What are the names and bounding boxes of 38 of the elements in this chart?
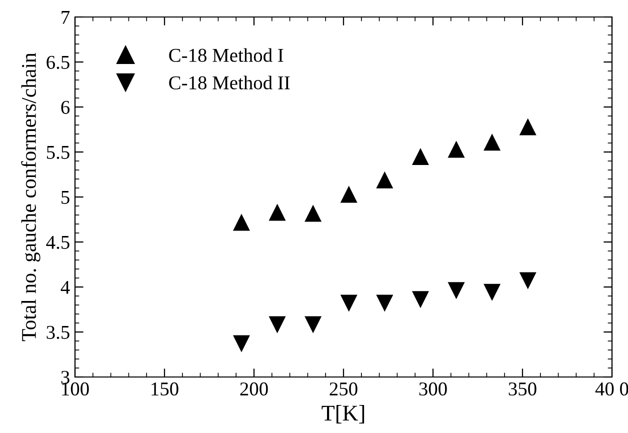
y-tick-label: 3 <box>61 370 70 384</box>
point <box>448 140 465 158</box>
point <box>519 272 536 290</box>
point <box>232 335 250 352</box>
x-tick-label: 300 <box>419 382 447 396</box>
point <box>448 282 465 300</box>
y-tick-label: 6 <box>61 100 70 114</box>
point <box>304 316 322 334</box>
point <box>484 134 501 151</box>
y-tick-label: 6.5 <box>46 56 70 70</box>
point <box>268 204 286 221</box>
y-tick-label: 7 <box>62 11 70 24</box>
y-axis-title: Total no. gauche conformers/chain <box>21 52 40 342</box>
x-tick-label: 40 0 <box>595 382 628 396</box>
point <box>412 148 429 166</box>
x-tick-label: 250 <box>330 382 358 396</box>
x-tick-label: 100 <box>62 382 89 396</box>
y-tick-label: 5 <box>62 191 70 204</box>
y-tick-label: 4.5 <box>46 236 70 250</box>
point <box>340 186 358 203</box>
legend-label: C-18 Method I <box>169 48 284 62</box>
point <box>376 294 394 312</box>
y-tick-label: 5.5 <box>46 146 70 160</box>
point <box>304 204 322 222</box>
point <box>519 118 536 136</box>
legend-label: C-18 Method II <box>169 76 290 90</box>
point <box>340 294 358 312</box>
x-tick-label: 200 <box>240 382 268 396</box>
point <box>484 284 501 301</box>
point <box>232 214 250 231</box>
x-axis-title: T[K] <box>322 405 364 424</box>
point <box>412 291 429 308</box>
y-tick-label: 4 <box>60 280 70 294</box>
x-tick-label: 350 <box>508 382 536 396</box>
point <box>376 171 394 188</box>
x-tick-label: 150 <box>152 382 178 396</box>
y-tick-label: 3.5 <box>46 326 70 340</box>
point <box>268 316 286 334</box>
